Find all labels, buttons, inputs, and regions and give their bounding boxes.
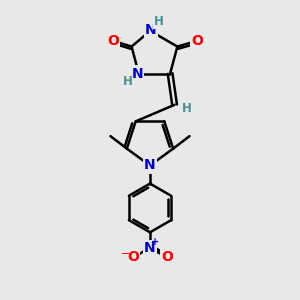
Text: +: +: [151, 237, 159, 248]
Text: O: O: [127, 250, 139, 264]
Text: N: N: [145, 23, 157, 37]
Text: O: O: [161, 250, 173, 264]
Text: H: H: [182, 102, 192, 115]
Text: N: N: [144, 241, 156, 255]
Text: −: −: [120, 249, 130, 259]
Text: N: N: [131, 67, 143, 81]
Text: O: O: [107, 34, 119, 48]
Text: O: O: [191, 34, 203, 48]
Text: H: H: [154, 16, 164, 28]
Text: N: N: [144, 158, 156, 172]
Text: H: H: [123, 75, 132, 88]
